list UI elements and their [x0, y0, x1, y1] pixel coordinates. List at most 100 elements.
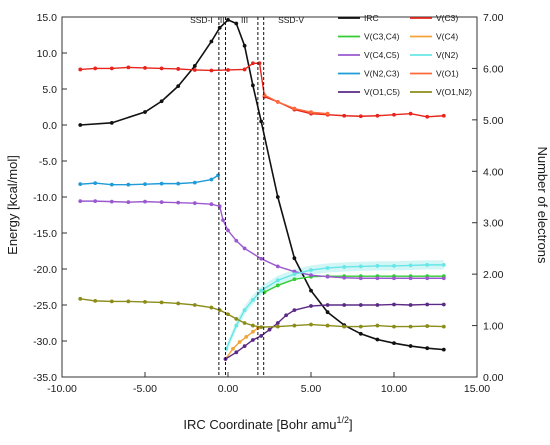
y2-tick-label: 5.00 — [483, 115, 504, 127]
series-line-v-n2 — [225, 264, 444, 349]
x-axis-title-sup: 1/2 — [337, 415, 350, 425]
series-point-v-c4-c5 — [78, 199, 83, 204]
y-tick-label: -35.0 — [33, 372, 57, 384]
series-layer — [78, 17, 446, 361]
series-point-irc — [259, 119, 264, 124]
series-point-irc — [292, 256, 297, 261]
series-point-v-o1-c5 — [425, 302, 430, 307]
x-tick-label: -5.00 — [133, 383, 157, 395]
series-point-v-n2 — [358, 264, 363, 269]
series-point-irc — [143, 110, 147, 114]
series-point-v-n2 — [342, 265, 347, 269]
series-point-irc — [358, 331, 363, 336]
series-point-v-o1-c5 — [342, 303, 347, 307]
series-point-v-c4-c5 — [109, 199, 114, 204]
series-point-v-c3 — [143, 66, 147, 70]
legend-label: V(C3) — [436, 13, 458, 23]
y2-tick-label: 7.00 — [483, 12, 504, 24]
series-line-v-o1-n2 — [80, 298, 444, 328]
series-point-v-n2 — [242, 308, 247, 313]
series-line-v-o1 — [264, 94, 328, 115]
series-point-v-c4-c5 — [242, 246, 247, 251]
y2-tick-label: 2.00 — [483, 269, 504, 281]
series-point-v-n2 — [408, 263, 413, 268]
series-point-v-o1-n2 — [425, 324, 430, 328]
series-line-v-c3-c4 — [264, 275, 444, 293]
series-point-v-c4-c5 — [358, 276, 363, 281]
series-point-v-o1 — [325, 111, 330, 116]
series-point-v-c4-c5 — [392, 276, 396, 281]
highlight-bands — [226, 260, 444, 354]
x-tick-label: 0.00 — [218, 383, 239, 395]
series-point-v-o1 — [309, 110, 313, 115]
y-tick-label: -15.0 — [33, 228, 57, 240]
series-point-v-c4-c5 — [408, 276, 413, 281]
series-point-v-o1-n2 — [192, 303, 197, 307]
y2-tick-label: 0.00 — [483, 372, 504, 384]
y-tick-label: -10.0 — [33, 192, 57, 204]
series-point-v-o1-n2 — [342, 324, 347, 329]
series-point-v-o1-n2 — [309, 322, 313, 327]
legend-label: V(N2,C3) — [364, 69, 400, 79]
series-point-v-o1-n2 — [441, 324, 446, 329]
series-point-v-c3 — [358, 114, 363, 119]
series-point-v-c4 — [251, 329, 255, 334]
series-point-v-c3 — [192, 68, 197, 72]
series-point-v-c4-c5 — [259, 256, 264, 261]
series-point-v-c4-c5 — [176, 200, 181, 205]
y-tick-label: 10.0 — [37, 48, 58, 60]
series-point-v-c4 — [244, 334, 249, 339]
series-point-v-o1 — [275, 99, 280, 104]
series-point-v-c3 — [408, 111, 413, 116]
series-point-v-n2-c3 — [159, 181, 164, 186]
series-point-v-o1-n2 — [251, 323, 255, 328]
series-point-irc — [78, 123, 83, 127]
plot-frame — [61, 16, 478, 378]
series-point-v-n2-c3 — [176, 181, 181, 186]
series-point-v-c4-c5 — [375, 276, 380, 281]
series-point-v-o1-n2 — [176, 301, 181, 306]
series-point-v-o1-n2 — [242, 321, 247, 325]
series-point-irc — [275, 195, 280, 199]
series-point-v-c4-c5 — [275, 264, 280, 269]
v-n2-halo — [226, 260, 444, 354]
y-tick-label: 0.0 — [42, 120, 57, 132]
series-point-v-n2 — [251, 297, 255, 302]
region-label: II — [220, 15, 225, 25]
x-tick-label: 5.00 — [301, 383, 322, 395]
series-point-v-n2 — [325, 266, 330, 270]
series-point-v-o1-n2 — [275, 324, 280, 329]
series-point-v-c3 — [441, 113, 446, 118]
series-point-v-o1-n2 — [259, 325, 264, 330]
y2-tick-label: 4.00 — [483, 166, 504, 178]
x-axis-title: IRC Coordinate [Bohr amu1/2] — [183, 415, 352, 432]
legend-label: IRC — [364, 13, 379, 23]
legend-label: V(O1,N2) — [436, 87, 472, 97]
x-tick-label: 10.00 — [381, 383, 407, 395]
series-point-v-c3-c4 — [292, 277, 297, 282]
series-point-v-o1-c5 — [234, 350, 239, 355]
series-point-v-o1-c5 — [267, 327, 272, 332]
series-point-v-c4-c5 — [342, 275, 347, 280]
region-label: III — [241, 15, 248, 25]
series-point-v-n2-c3 — [126, 182, 131, 187]
y-tick-label: -20.0 — [33, 264, 57, 276]
series-point-v-c3 — [425, 114, 430, 119]
series-point-v-n2-c3 — [93, 181, 98, 186]
series-point-v-o1-c5 — [375, 303, 380, 307]
axes: -10.00 -5.00 0.00 5.00 10.00 15.00 15.0 10.0 5.0… — [33, 12, 504, 395]
y2-tick-label: 1.00 — [483, 321, 504, 333]
series-point-v-o1-n2 — [325, 323, 330, 328]
series-point-irc — [408, 344, 413, 348]
series-point-v-n2 — [441, 262, 446, 267]
series-point-v-n2-c3 — [143, 182, 147, 187]
series-point-v-o1 — [292, 106, 297, 111]
series-point-v-o1-n2 — [109, 299, 114, 304]
series-point-v-o1-n2 — [408, 324, 413, 329]
y-axis-title: Energy [kcal/mol] — [5, 155, 20, 255]
series-point-v-c4-c5 — [234, 238, 239, 243]
region-boundaries: SSD-I II III SSD-V — [190, 15, 304, 377]
series-point-irc — [242, 43, 247, 48]
legend-label: V(C4,C5) — [364, 50, 400, 60]
series-point-v-c3 — [251, 61, 255, 66]
